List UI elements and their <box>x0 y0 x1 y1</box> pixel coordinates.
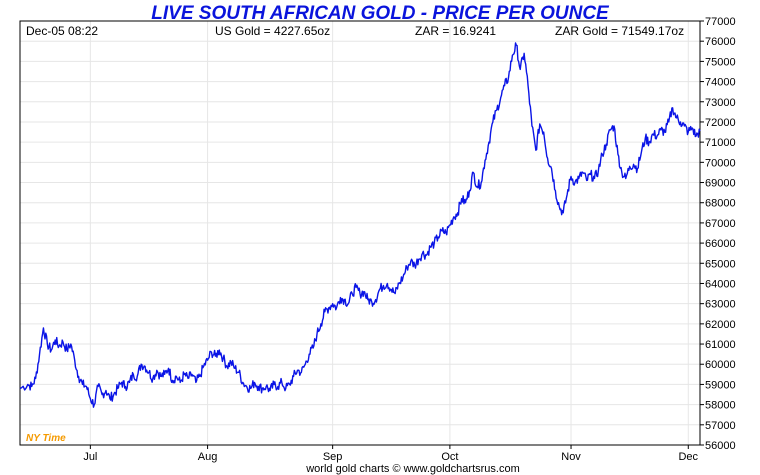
y-tick-label: 64000 <box>705 278 736 290</box>
x-tick-label: Oct <box>441 451 458 463</box>
x-axis-labels: Jul Aug Sep Oct Nov Dec <box>83 445 699 463</box>
plot-frame <box>19 20 701 446</box>
y-tick-label: 71000 <box>705 137 736 149</box>
x-tick-label: Dec <box>678 451 698 463</box>
y-tick-label: 72000 <box>705 117 736 129</box>
info-zar-rate: ZAR = 16.9241 <box>415 24 496 38</box>
info-date-time: Dec-05 08:22 <box>26 24 98 38</box>
y-tick-label: 62000 <box>705 319 736 331</box>
y-tick-label: 73000 <box>705 97 736 109</box>
time-zone-note: NY Time <box>26 433 66 444</box>
y-tick-label: 70000 <box>705 157 736 169</box>
y-tick-label: 59000 <box>705 379 736 391</box>
price-series-line <box>19 42 701 408</box>
y-axis-labels: 56000 57000 58000 59000 60000 61000 62000 63000… <box>700 16 736 452</box>
x-tick-label: Sep <box>323 451 343 463</box>
y-tick-label: 68000 <box>705 198 736 210</box>
x-tick-label: Aug <box>198 451 218 463</box>
y-tick-label: 60000 <box>705 359 736 371</box>
y-tick-label: 56000 <box>705 440 736 452</box>
info-zar-gold: ZAR Gold = 71549.17oz <box>555 24 684 38</box>
y-tick-label: 58000 <box>705 400 736 412</box>
y-tick-label: 69000 <box>705 178 736 190</box>
y-tick-label: 75000 <box>705 56 736 68</box>
y-tick-label: 57000 <box>705 420 736 432</box>
y-tick-label: 74000 <box>705 77 736 89</box>
y-tick-label: 67000 <box>705 218 736 230</box>
chart-footer: world gold charts © www.goldchartsrus.co… <box>305 463 520 475</box>
y-tick-label: 65000 <box>705 258 736 270</box>
y-tick-label: 61000 <box>705 339 736 351</box>
info-us-gold: US Gold = 4227.65oz <box>215 24 330 38</box>
y-tick-label: 63000 <box>705 299 736 311</box>
chart-title: LIVE SOUTH AFRICAN GOLD - PRICE PER OUNC… <box>151 3 610 24</box>
y-tick-label: 66000 <box>705 238 736 250</box>
y-tick-label: 77000 <box>705 16 736 28</box>
x-tick-label: Jul <box>83 451 97 463</box>
y-tick-label: 76000 <box>705 36 736 48</box>
x-tick-label: Nov <box>561 451 581 463</box>
